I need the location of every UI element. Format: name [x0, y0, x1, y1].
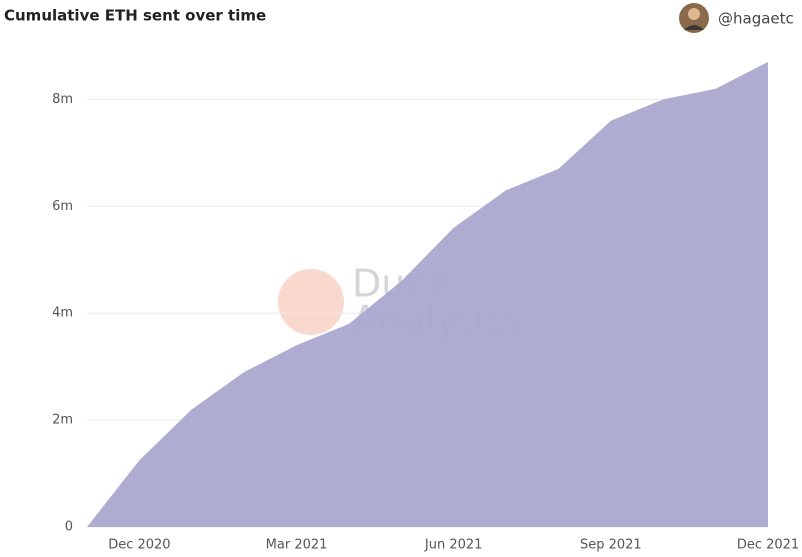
x-tick-label: Dec 2020 — [108, 538, 170, 553]
x-tick-label: Jun 2021 — [424, 538, 483, 553]
x-tick-label: Sep 2021 — [580, 538, 642, 553]
watermark-logo — [278, 269, 344, 335]
x-tick-label: Dec 2021 — [737, 538, 799, 553]
y-tick-label: 6m — [52, 199, 73, 214]
avatar — [679, 3, 709, 33]
x-tick-label: Mar 2021 — [266, 538, 328, 553]
y-tick-label: 8m — [52, 92, 73, 107]
area — [87, 62, 768, 527]
y-tick-label: 4m — [52, 306, 73, 321]
author: @hagaetc — [718, 10, 794, 28]
chart-title: Cumulative ETH sent over time — [4, 7, 266, 25]
y-tick-label: 0 — [65, 520, 73, 535]
y-tick-label: 2m — [52, 413, 73, 428]
